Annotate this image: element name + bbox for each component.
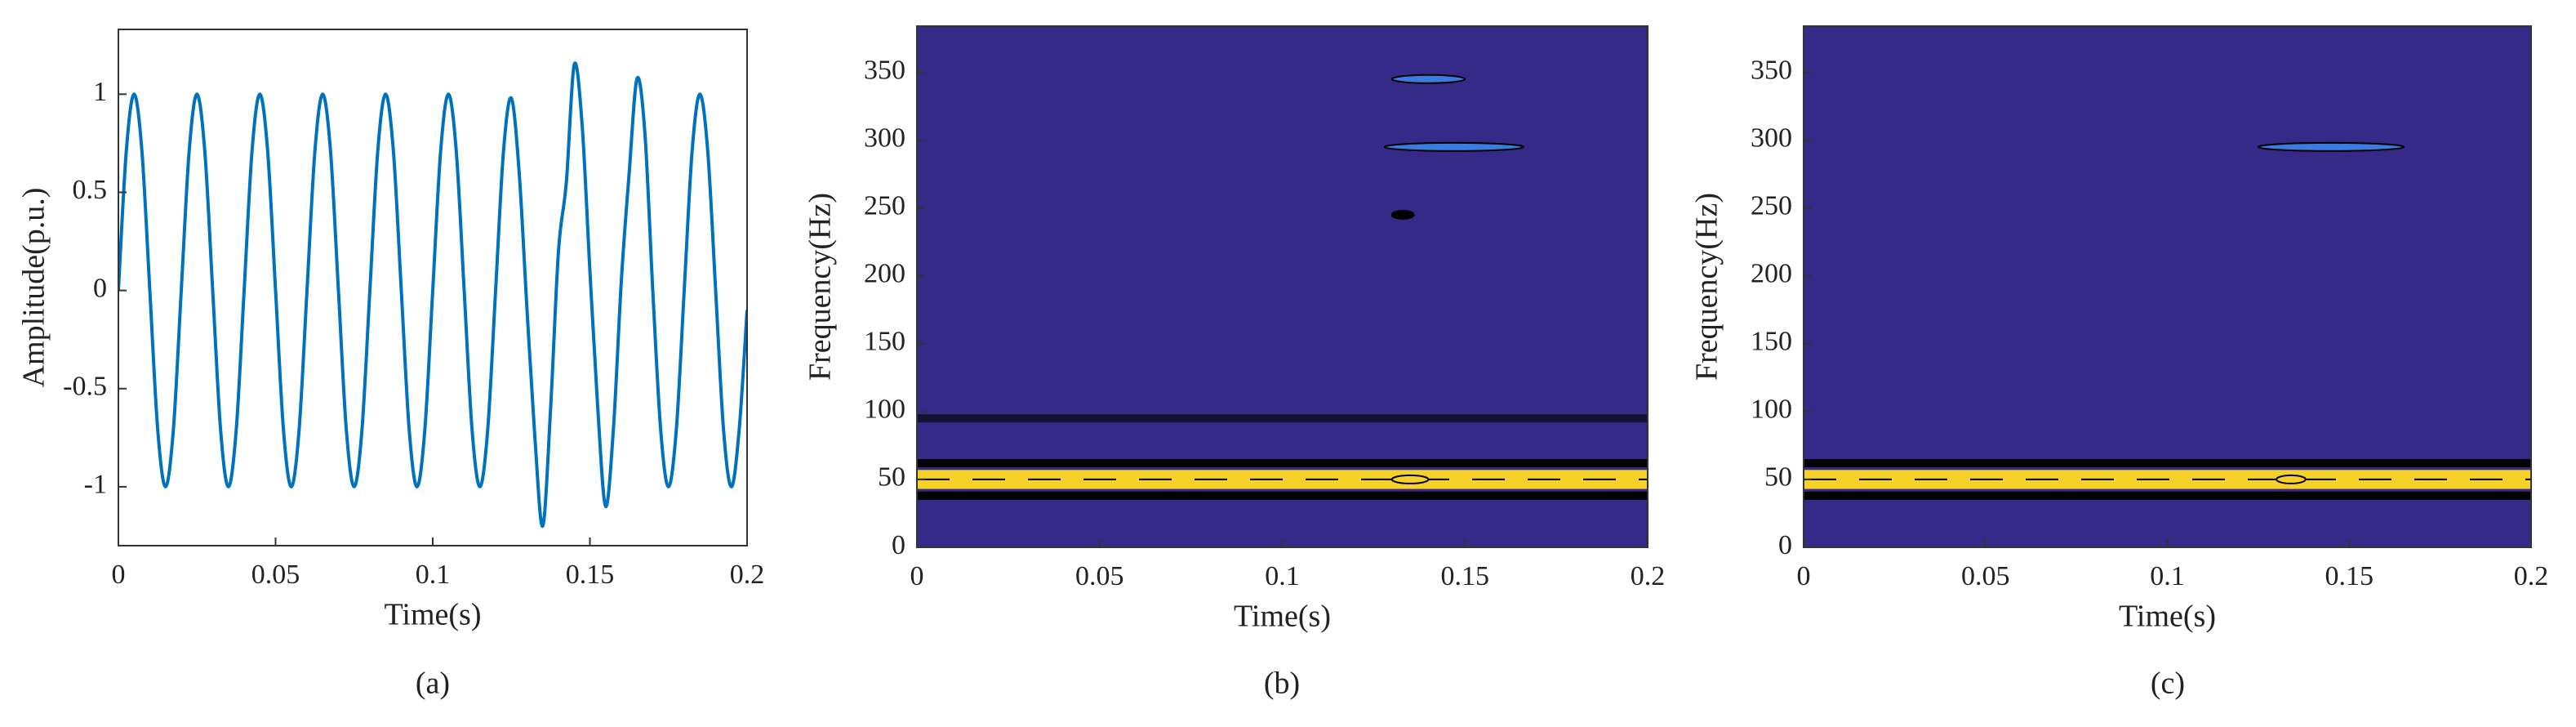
y-tick-label: 0: [93, 273, 107, 303]
x-tick-label: 0: [112, 560, 126, 590]
x-tick-label: 0.2: [2514, 561, 2549, 591]
y-tick-label: 150: [864, 327, 905, 357]
y-tick-label: 350: [1751, 55, 1792, 85]
y-tick-label: 250: [1751, 190, 1792, 221]
y-tick-label: 300: [864, 123, 905, 153]
contour-blob: [1390, 474, 1430, 484]
contour-blob: [1390, 74, 1466, 84]
x-axis-label: Time(s): [385, 598, 482, 632]
x-tick-label: 0.15: [2325, 561, 2374, 591]
x-tick-label: 0.05: [1075, 561, 1124, 591]
y-tick-label: 200: [1751, 259, 1792, 289]
y-tick-label: 200: [864, 259, 905, 289]
y-tick-label: 300: [1751, 123, 1792, 153]
x-tick-label: 0: [910, 561, 924, 591]
y-tick-label: 150: [1751, 327, 1792, 357]
y-tick-label: 100: [1751, 395, 1792, 425]
x-tick-label: 0.15: [1441, 561, 1490, 591]
background: [917, 26, 1648, 547]
y-tick-label: -1: [84, 470, 107, 500]
contour-blob: [2276, 474, 2307, 484]
y-tick-label: 100: [864, 395, 905, 425]
y-tick-label: 350: [864, 55, 905, 85]
waveform: [118, 61, 747, 528]
background: [1804, 26, 2531, 547]
x-tick-label: 0.1: [2150, 561, 2185, 591]
y-tick-label: 0: [892, 530, 905, 560]
x-tick-label: 0.2: [1631, 561, 1666, 591]
x-axis-label: Time(s): [2119, 600, 2216, 634]
x-tick-label: 0.05: [1961, 561, 2010, 591]
x-tick-label: 0.1: [416, 560, 451, 590]
caption: (b): [1264, 667, 1300, 701]
caption: (a): [416, 667, 450, 701]
x-tick-label: 0.05: [251, 560, 300, 590]
contour-blob: [1390, 209, 1415, 220]
x-tick-label: 0.1: [1265, 561, 1300, 591]
x-tick-label: 0.2: [730, 560, 765, 590]
plot-area: [118, 61, 747, 528]
x-axis-label: Time(s): [1234, 600, 1331, 634]
caption: (c): [2151, 667, 2185, 701]
y-tick-label: 0.5: [73, 175, 108, 205]
y-tick-label: 50: [878, 462, 905, 493]
contour-blob: [1383, 141, 1524, 152]
y-axis-label: Amplitude(p.u.): [17, 188, 51, 388]
plot-area: [917, 26, 1648, 547]
y-tick-label: 0: [1778, 530, 1792, 560]
y-tick-label: -0.5: [63, 372, 107, 402]
y-tick-label: 250: [864, 190, 905, 221]
y-tick-label: 1: [93, 77, 107, 107]
x-tick-label: 0: [1797, 561, 1811, 591]
x-tick-label: 0.15: [566, 560, 615, 590]
y-axis-label: Frequency(Hz): [1690, 193, 1724, 381]
y-axis-label: Frequency(Hz): [803, 193, 838, 381]
y-tick-label: 50: [1764, 462, 1792, 493]
plot-area: [1804, 26, 2531, 547]
contour-blob: [2257, 141, 2405, 152]
